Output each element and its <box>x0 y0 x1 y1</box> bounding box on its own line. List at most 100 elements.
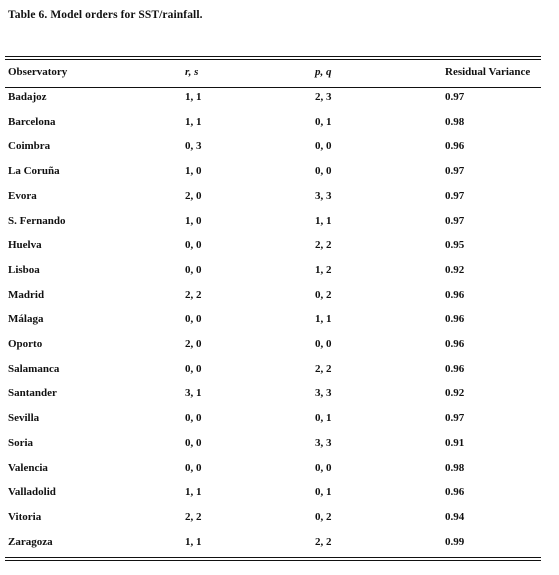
table-row: Evora 2, 0 3, 3 0.97 <box>5 190 541 206</box>
table-row: Salamanca 0, 0 2, 2 0.96 <box>5 363 541 379</box>
cell-residual-variance: 0.97 <box>445 165 465 177</box>
cell-pq: 3, 3 <box>315 190 332 202</box>
cell-observatory: Madrid <box>8 289 45 301</box>
cell-residual-variance: 0.96 <box>445 140 465 152</box>
cell-pq: 0, 1 <box>315 412 332 424</box>
cell-pq: 2, 2 <box>315 363 332 375</box>
cell-observatory: La Coruña <box>8 165 60 177</box>
cell-observatory: Vitoria <box>8 511 42 523</box>
cell-observatory: Valencia <box>8 462 48 474</box>
cell-residual-variance: 0.96 <box>445 338 465 350</box>
cell-pq: 3, 3 <box>315 387 332 399</box>
table-row: Coimbra 0, 3 0, 0 0.96 <box>5 140 541 156</box>
table-row: Vitoria 2, 2 0, 2 0.94 <box>5 511 541 527</box>
cell-rs: 0, 0 <box>185 363 202 375</box>
cell-rs: 0, 0 <box>185 412 202 424</box>
cell-residual-variance: 0.94 <box>445 511 465 523</box>
header-pq: p, q <box>315 66 332 78</box>
cell-rs: 3, 1 <box>185 387 202 399</box>
table-row: Badajoz 1, 1 2, 3 0.97 <box>5 91 541 107</box>
cell-rs: 0, 0 <box>185 437 202 449</box>
header-observatory: Observatory <box>8 66 68 78</box>
cell-observatory: Salamanca <box>8 363 60 375</box>
cell-observatory: Evora <box>8 190 37 202</box>
cell-observatory: Zaragoza <box>8 536 53 548</box>
cell-observatory: S. Fernando <box>8 215 66 227</box>
cell-pq: 2, 2 <box>315 239 332 251</box>
cell-observatory: Barcelona <box>8 116 56 128</box>
cell-observatory: Valladolid <box>8 486 56 498</box>
cell-rs: 1, 1 <box>185 91 202 103</box>
cell-rs: 2, 2 <box>185 511 202 523</box>
header-rule <box>5 87 541 88</box>
cell-observatory: Santander <box>8 387 57 399</box>
cell-pq: 1, 2 <box>315 264 332 276</box>
cell-residual-variance: 0.92 <box>445 264 465 276</box>
cell-residual-variance: 0.96 <box>445 313 465 325</box>
table-header-row: Observatory r, s p, q Residual Variance <box>5 66 541 82</box>
cell-residual-variance: 0.97 <box>445 215 465 227</box>
cell-residual-variance: 0.96 <box>445 486 465 498</box>
table-row: La Coruña 1, 0 0, 0 0.97 <box>5 165 541 181</box>
cell-residual-variance: 0.97 <box>445 190 465 202</box>
cell-residual-variance: 0.96 <box>445 363 465 375</box>
cell-residual-variance: 0.97 <box>445 412 465 424</box>
cell-rs: 1, 0 <box>185 215 202 227</box>
cell-observatory: Coimbra <box>8 140 51 152</box>
cell-rs: 2, 0 <box>185 190 202 202</box>
table-row: Oporto 2, 0 0, 0 0.96 <box>5 338 541 354</box>
cell-observatory: Badajoz <box>8 91 47 103</box>
table-row: Soria 0, 0 3, 3 0.91 <box>5 437 541 453</box>
table-row: Valencia 0, 0 0, 0 0.98 <box>5 462 541 478</box>
cell-observatory: Huelva <box>8 239 42 251</box>
cell-pq: 0, 0 <box>315 338 332 350</box>
bottom-rule-upper <box>5 557 541 558</box>
table-row: Zaragoza 1, 1 2, 2 0.99 <box>5 536 541 552</box>
cell-residual-variance: 0.98 <box>445 116 465 128</box>
cell-residual-variance: 0.99 <box>445 536 465 548</box>
table-row: Santander 3, 1 3, 3 0.92 <box>5 387 541 403</box>
top-rule-lower <box>5 59 541 60</box>
cell-observatory: Málaga <box>8 313 44 325</box>
cell-observatory: Sevilla <box>8 412 40 424</box>
cell-observatory: Oporto <box>8 338 43 350</box>
cell-residual-variance: 0.97 <box>445 91 465 103</box>
table-row: Málaga 0, 0 1, 1 0.96 <box>5 313 541 329</box>
table-row: Madrid 2, 2 0, 2 0.96 <box>5 289 541 305</box>
cell-residual-variance: 0.92 <box>445 387 465 399</box>
cell-residual-variance: 0.96 <box>445 289 465 301</box>
cell-pq: 0, 0 <box>315 462 332 474</box>
cell-rs: 1, 1 <box>185 536 202 548</box>
table-row: Lisboa 0, 0 1, 2 0.92 <box>5 264 541 280</box>
table-row: Valladolid 1, 1 0, 1 0.96 <box>5 486 541 502</box>
cell-rs: 1, 1 <box>185 116 202 128</box>
cell-rs: 0, 0 <box>185 462 202 474</box>
cell-pq: 2, 2 <box>315 536 332 548</box>
cell-rs: 2, 2 <box>185 289 202 301</box>
header-residual-variance: Residual Variance <box>445 66 531 78</box>
cell-rs: 1, 0 <box>185 165 202 177</box>
cell-residual-variance: 0.98 <box>445 462 465 474</box>
cell-rs: 0, 0 <box>185 313 202 325</box>
cell-pq: 1, 1 <box>315 215 332 227</box>
table-row: Sevilla 0, 0 0, 1 0.97 <box>5 412 541 428</box>
table-caption: Table 6. Model orders for SST/rainfall. <box>8 9 203 21</box>
cell-observatory: Soria <box>8 437 34 449</box>
header-rs: r, s <box>185 66 199 78</box>
cell-pq: 0, 1 <box>315 486 332 498</box>
bottom-rule-lower <box>5 560 541 561</box>
cell-pq: 3, 3 <box>315 437 332 449</box>
cell-residual-variance: 0.91 <box>445 437 465 449</box>
table-row: Huelva 0, 0 2, 2 0.95 <box>5 239 541 255</box>
cell-pq: 0, 0 <box>315 140 332 152</box>
cell-pq: 0, 2 <box>315 511 332 523</box>
cell-rs: 0, 3 <box>185 140 202 152</box>
top-rule-upper <box>5 56 541 57</box>
cell-pq: 1, 1 <box>315 313 332 325</box>
cell-pq: 0, 1 <box>315 116 332 128</box>
cell-rs: 0, 0 <box>185 239 202 251</box>
cell-pq: 2, 3 <box>315 91 332 103</box>
cell-rs: 2, 0 <box>185 338 202 350</box>
table-row: S. Fernando 1, 0 1, 1 0.97 <box>5 215 541 231</box>
cell-pq: 0, 0 <box>315 165 332 177</box>
